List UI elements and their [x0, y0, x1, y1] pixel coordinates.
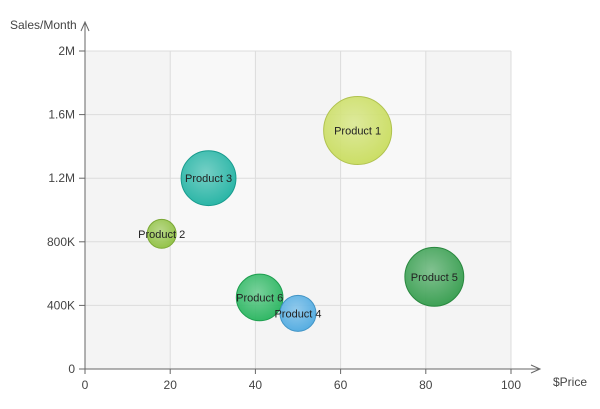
y-axis-title: Sales/Month: [10, 18, 77, 32]
bubble-label: Product 3: [185, 173, 232, 185]
x-tick-label: 100: [501, 378, 521, 392]
y-tick-label: 400K: [47, 298, 75, 312]
y-tick-label: 800K: [47, 235, 75, 249]
plot-background: [85, 51, 511, 369]
x-tick-label: 80: [419, 378, 433, 392]
y-tick-label: 2M: [58, 44, 75, 58]
bubbles: [146, 96, 465, 332]
axes: [80, 20, 542, 374]
bubble: [323, 96, 393, 165]
y-tick-label: 0: [68, 362, 75, 376]
bubble: [404, 246, 465, 307]
plot-band: [170, 51, 256, 369]
bubble-label: Product 1: [334, 126, 381, 138]
x-tick-label: 40: [249, 378, 263, 392]
bubble-label: Product 5: [411, 272, 458, 284]
bubble: [279, 294, 317, 332]
bubble-label: Product 2: [138, 229, 185, 241]
x-tick-label: 0: [82, 378, 89, 392]
x-axis-title: $Price: [553, 375, 587, 389]
x-tick-label: 20: [164, 378, 178, 392]
bubble: [180, 150, 237, 207]
bubble-labels: Product 1 Product 2 Product 3 Product 4 Prod…: [138, 126, 458, 321]
bubble-label: Product 6: [236, 292, 283, 304]
x-axis-arrow: [530, 364, 542, 374]
x-tick-label: 60: [334, 378, 348, 392]
bubble-label: Product 4: [274, 308, 321, 320]
tick-labels: 0 400K 800K 1.2M 1.6M 2M 0 20 40 60 80 100: [47, 44, 521, 392]
plot-band: [425, 51, 511, 369]
y-tick-label: 1.6M: [48, 108, 75, 122]
plot-band: [85, 51, 171, 369]
y-axis-arrow: [80, 20, 90, 32]
bubble: [235, 273, 284, 322]
y-tick-label: 1.2M: [48, 171, 75, 185]
bubble: [146, 218, 177, 249]
